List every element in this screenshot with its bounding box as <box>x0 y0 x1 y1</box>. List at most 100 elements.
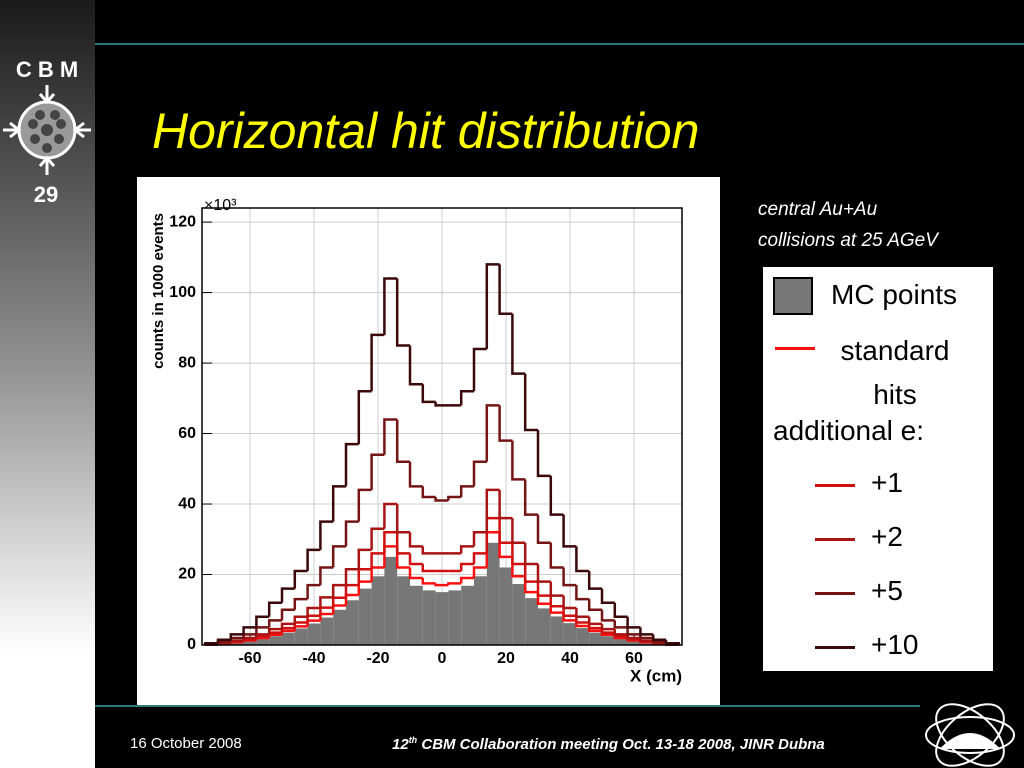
bar <box>230 642 244 645</box>
step <box>408 532 423 548</box>
x-tick-label: 40 <box>561 650 579 667</box>
legend-label: +2 <box>871 521 903 552</box>
step <box>472 460 487 487</box>
step <box>536 514 551 545</box>
bar <box>384 556 398 645</box>
bar <box>550 616 564 645</box>
bar <box>358 588 372 645</box>
step <box>370 453 385 490</box>
bar <box>307 623 321 645</box>
step <box>600 609 615 622</box>
step <box>562 595 577 610</box>
step <box>575 546 590 573</box>
bar <box>512 584 526 645</box>
bar <box>538 608 551 645</box>
bar <box>371 576 385 645</box>
footer-sup: th <box>408 735 418 745</box>
step <box>306 548 321 571</box>
step <box>626 616 641 629</box>
step <box>306 606 321 617</box>
step <box>370 333 385 392</box>
note-line: central Au+Au <box>758 199 878 220</box>
step <box>344 567 359 586</box>
y-axis-label: counts in 1000 events <box>150 213 167 369</box>
step <box>562 567 577 587</box>
step <box>523 563 538 583</box>
bar <box>576 628 590 645</box>
y-tick-label: 0 <box>187 636 196 653</box>
bar <box>294 628 308 645</box>
bar <box>282 632 295 645</box>
step <box>459 390 474 406</box>
step <box>600 588 615 604</box>
footer-meeting: 12th CBM Collaboration meeting Oct. 13-1… <box>392 735 825 753</box>
step <box>421 546 436 555</box>
footer-date: 16 October 2008 <box>130 735 242 752</box>
x-tick-label: 20 <box>497 650 515 667</box>
step <box>664 639 681 645</box>
step <box>536 563 551 583</box>
step <box>523 542 538 566</box>
y-tick-label: 120 <box>169 213 196 230</box>
step <box>549 542 564 569</box>
step <box>357 488 372 522</box>
bar <box>320 617 334 645</box>
y-tick-label: 80 <box>178 354 196 371</box>
step <box>331 485 346 522</box>
step <box>370 527 385 550</box>
step <box>587 599 602 612</box>
x-tick-label: 60 <box>625 650 643 667</box>
bar <box>410 585 423 645</box>
y-tick-label: 40 <box>178 495 196 512</box>
step <box>395 532 410 555</box>
step <box>421 486 436 499</box>
step <box>434 583 449 587</box>
legend-box <box>763 267 993 671</box>
step <box>383 530 398 554</box>
footer-text: CBM Collaboration meeting Oct. 13-18 200… <box>421 736 825 753</box>
step <box>472 347 487 392</box>
jinr-logo <box>925 703 1015 767</box>
step <box>523 479 538 516</box>
bar <box>346 600 359 645</box>
step <box>511 518 526 545</box>
bar <box>474 576 487 645</box>
bar <box>589 632 602 645</box>
bar <box>525 598 538 645</box>
bar <box>499 567 513 645</box>
y-tick-label: 100 <box>169 284 196 301</box>
step <box>485 488 500 533</box>
step <box>421 563 436 573</box>
note-line: collisions at 25 AGeV <box>758 230 938 251</box>
step <box>472 552 487 564</box>
logo-text: C B M <box>16 57 78 82</box>
bar <box>422 590 436 645</box>
step <box>434 496 449 502</box>
y-tick-label: 60 <box>178 425 196 442</box>
step <box>344 520 359 547</box>
step <box>331 545 346 568</box>
y-tick-label: 20 <box>178 566 196 583</box>
step <box>306 583 321 600</box>
step <box>383 502 398 529</box>
bar <box>269 636 282 645</box>
legend-label: +1 <box>871 467 903 498</box>
step <box>293 597 308 610</box>
step <box>459 562 474 571</box>
step <box>255 615 270 628</box>
step <box>395 419 410 463</box>
bar <box>614 639 628 645</box>
step <box>613 629 628 636</box>
step <box>267 627 282 635</box>
step <box>459 576 474 584</box>
step <box>613 602 628 619</box>
legend-swatch <box>773 277 813 315</box>
slide-number: 29 <box>34 182 58 207</box>
step <box>293 615 308 624</box>
step <box>459 485 474 497</box>
step <box>498 518 513 545</box>
step <box>523 373 538 432</box>
step <box>536 581 551 597</box>
bar <box>563 623 577 645</box>
